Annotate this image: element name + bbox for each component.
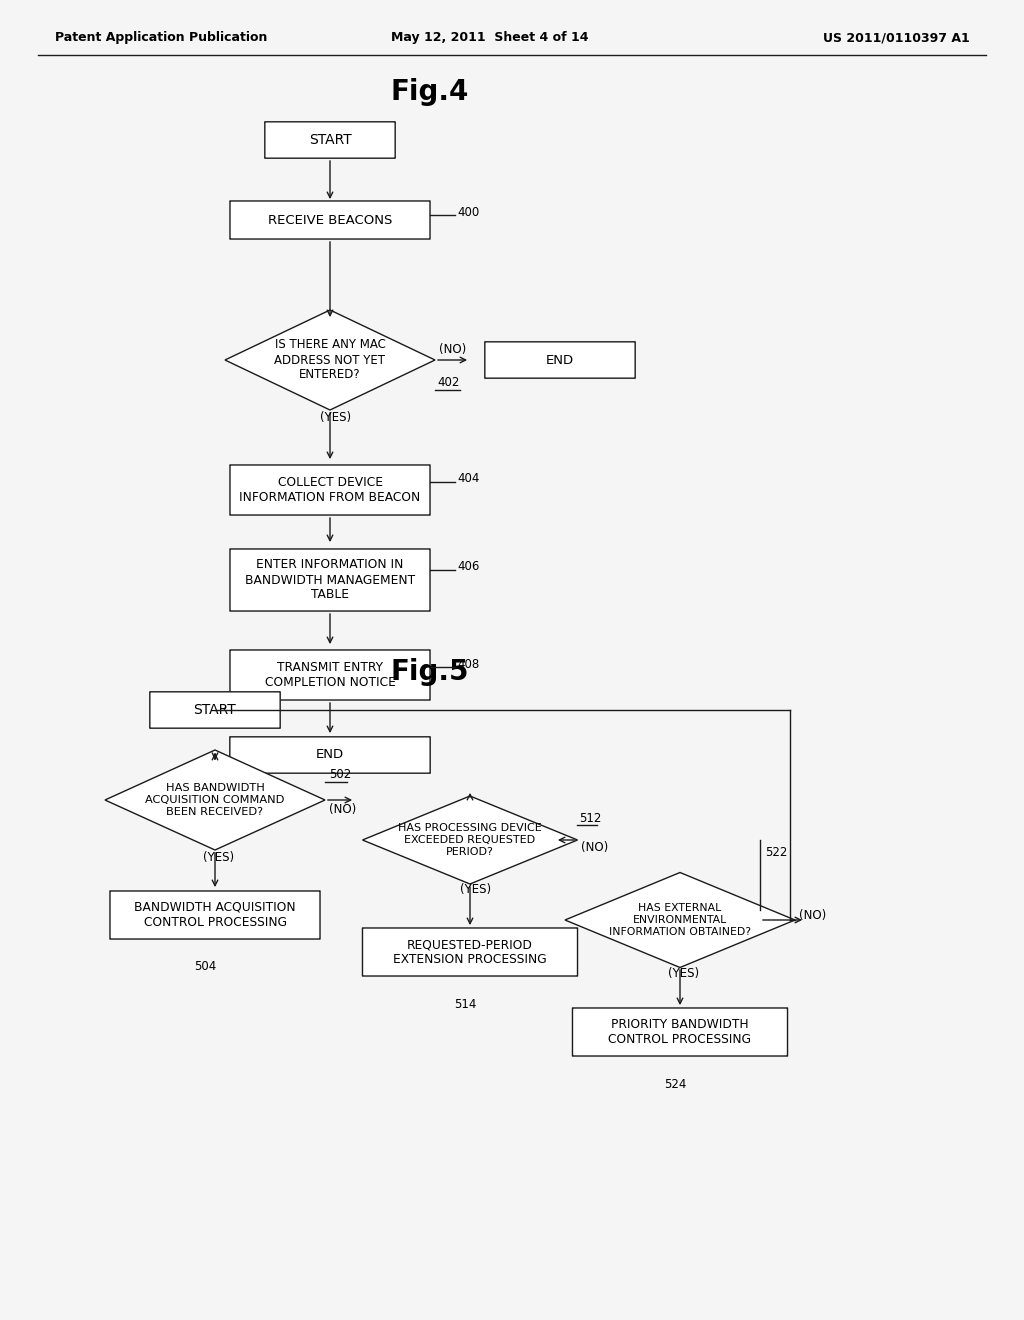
Text: ENTER INFORMATION IN
BANDWIDTH MANAGEMENT
TABLE: ENTER INFORMATION IN BANDWIDTH MANAGEMEN… xyxy=(245,558,415,602)
Text: 402: 402 xyxy=(437,375,460,388)
Text: START: START xyxy=(194,704,237,717)
Text: (YES): (YES) xyxy=(319,412,351,425)
Text: TRANSMIT ENTRY
COMPLETION NOTICE: TRANSMIT ENTRY COMPLETION NOTICE xyxy=(264,661,395,689)
FancyBboxPatch shape xyxy=(229,737,430,774)
Text: 406: 406 xyxy=(457,561,479,573)
Text: START: START xyxy=(308,133,351,147)
FancyBboxPatch shape xyxy=(484,342,635,378)
Text: 502: 502 xyxy=(329,767,351,780)
Text: BANDWIDTH ACQUISITION
CONTROL PROCESSING: BANDWIDTH ACQUISITION CONTROL PROCESSING xyxy=(134,902,296,929)
Text: US 2011/0110397 A1: US 2011/0110397 A1 xyxy=(823,32,970,45)
FancyBboxPatch shape xyxy=(230,549,430,611)
FancyBboxPatch shape xyxy=(110,891,321,939)
Text: Fig.4: Fig.4 xyxy=(391,78,469,106)
Text: 404: 404 xyxy=(457,473,479,486)
Text: 400: 400 xyxy=(457,206,479,219)
Polygon shape xyxy=(105,750,325,850)
Text: PRIORITY BANDWIDTH
CONTROL PROCESSING: PRIORITY BANDWIDTH CONTROL PROCESSING xyxy=(608,1018,752,1045)
Text: COLLECT DEVICE
INFORMATION FROM BEACON: COLLECT DEVICE INFORMATION FROM BEACON xyxy=(240,477,421,504)
Text: HAS PROCESSING DEVICE
EXCEEDED REQUESTED
PERIOD?: HAS PROCESSING DEVICE EXCEEDED REQUESTED… xyxy=(398,824,542,857)
Text: HAS BANDWIDTH
ACQUISITION COMMAND
BEEN RECEIVED?: HAS BANDWIDTH ACQUISITION COMMAND BEEN R… xyxy=(145,783,285,817)
Polygon shape xyxy=(362,796,578,884)
FancyBboxPatch shape xyxy=(230,649,430,700)
Polygon shape xyxy=(225,310,435,411)
Text: 514: 514 xyxy=(454,998,476,1011)
FancyBboxPatch shape xyxy=(265,121,395,158)
FancyBboxPatch shape xyxy=(230,465,430,515)
FancyBboxPatch shape xyxy=(150,692,281,729)
Text: REQUESTED-PERIOD
EXTENSION PROCESSING: REQUESTED-PERIOD EXTENSION PROCESSING xyxy=(393,939,547,966)
Text: (NO): (NO) xyxy=(439,343,466,356)
FancyBboxPatch shape xyxy=(230,201,430,239)
FancyBboxPatch shape xyxy=(362,928,578,975)
Text: (YES): (YES) xyxy=(668,968,699,981)
Text: (YES): (YES) xyxy=(203,851,234,865)
Text: HAS EXTERNAL
ENVIRONMENTAL
INFORMATION OBTAINED?: HAS EXTERNAL ENVIRONMENTAL INFORMATION O… xyxy=(609,903,751,937)
Text: END: END xyxy=(316,748,344,762)
Text: IS THERE ANY MAC
ADDRESS NOT YET
ENTERED?: IS THERE ANY MAC ADDRESS NOT YET ENTERED… xyxy=(274,338,385,381)
Text: 524: 524 xyxy=(664,1077,686,1090)
Text: (NO): (NO) xyxy=(799,908,826,921)
Text: Patent Application Publication: Patent Application Publication xyxy=(55,32,267,45)
Text: 522: 522 xyxy=(765,846,787,858)
Polygon shape xyxy=(565,873,795,968)
FancyBboxPatch shape xyxy=(572,1008,787,1056)
Text: END: END xyxy=(546,354,574,367)
Text: (YES): (YES) xyxy=(460,883,492,896)
Text: 512: 512 xyxy=(579,812,601,825)
Text: RECEIVE BEACONS: RECEIVE BEACONS xyxy=(268,214,392,227)
Text: (NO): (NO) xyxy=(581,842,608,854)
Text: 504: 504 xyxy=(194,961,216,974)
Text: (NO): (NO) xyxy=(329,804,356,817)
Text: Fig.5: Fig.5 xyxy=(391,657,469,686)
Text: May 12, 2011  Sheet 4 of 14: May 12, 2011 Sheet 4 of 14 xyxy=(391,32,589,45)
Text: 408: 408 xyxy=(457,657,479,671)
